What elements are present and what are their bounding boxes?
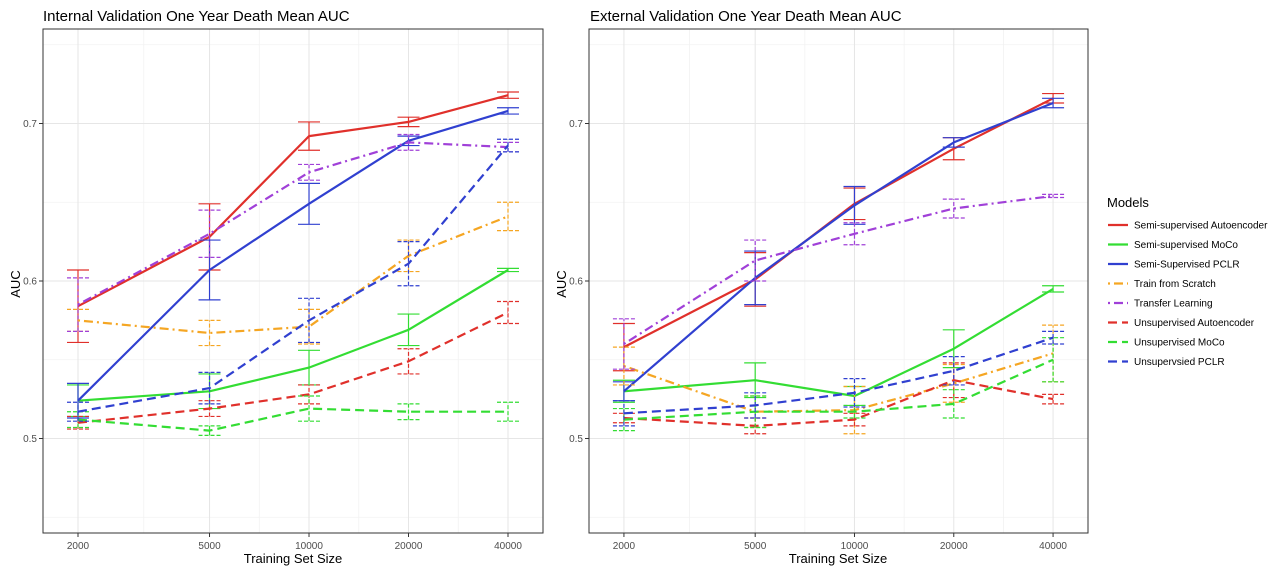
error-bar	[198, 319, 221, 347]
legend-label: Unsupervised MoCo	[1134, 338, 1225, 349]
legend-label: Semi-supervised Autoencoder	[1134, 221, 1268, 232]
error-bar	[1042, 193, 1065, 199]
error-bar	[198, 209, 221, 258]
legend-label: Unsupervsied PCLR	[1134, 357, 1225, 368]
series-unsupervsied-pclr	[612, 330, 1065, 427]
error-bar	[942, 362, 965, 399]
x-axis-label-internal: Training Set Size	[244, 551, 343, 566]
error-bar	[298, 395, 321, 422]
series-line	[77, 269, 509, 402]
x-tick-label: 5000	[198, 541, 221, 552]
legend-entry: Semi-supervised Autoencoder	[1108, 221, 1268, 232]
series-line	[77, 215, 509, 335]
series-line	[623, 194, 1054, 345]
error-bar	[298, 308, 321, 345]
legend-entry: Semi-Supervised PCLR	[1108, 260, 1240, 271]
error-bar	[1042, 393, 1065, 405]
y-tick-label: 0.7	[569, 119, 583, 130]
x-axis-label-external: Training Set Size	[789, 551, 888, 566]
legend-entry: Train from Scratch	[1108, 279, 1216, 290]
series-unsupervsied-pclr	[67, 138, 519, 422]
y-tick-label: 0.5	[569, 434, 583, 445]
panel-external: External Validation One Year Death Mean …	[554, 8, 1089, 566]
error-bar	[497, 300, 519, 325]
x-tick-label: 10000	[841, 541, 869, 552]
series-unsupervised-moco	[67, 395, 519, 436]
x-tick-label: 40000	[494, 541, 522, 552]
x-tick-label: 40000	[1039, 541, 1067, 552]
series-line	[77, 144, 509, 413]
error-bar	[397, 403, 420, 421]
error-bar	[298, 297, 321, 344]
error-bar	[942, 356, 965, 386]
x-tick-label: 20000	[940, 541, 968, 552]
legend-entry: Unsupervised Autoencoder	[1108, 318, 1255, 329]
series-line	[77, 94, 509, 308]
chart-title-external: External Validation One Year Death Mean …	[590, 8, 902, 25]
error-bar	[397, 241, 420, 287]
x-tick-label: 20000	[395, 541, 423, 552]
error-bar	[843, 222, 866, 246]
legend-entry: Unsupervised MoCo	[1108, 338, 1225, 349]
x-tick-label: 2000	[613, 541, 636, 552]
legend-label: Train from Scratch	[1134, 279, 1216, 290]
series-line	[623, 379, 1054, 427]
error-bar	[67, 277, 89, 332]
y-tick-label: 0.5	[23, 434, 37, 445]
y-tick-label: 0.7	[23, 119, 37, 130]
series-line	[623, 336, 1054, 415]
legend-entry: Semi-supervised MoCo	[1108, 240, 1238, 251]
panel-internal: Internal Validation One Year Death Mean …	[8, 8, 544, 566]
x-tick-label: 10000	[295, 541, 323, 552]
series-line	[77, 407, 508, 432]
y-axis-label-external: AUC	[554, 270, 569, 297]
legend-entry: Transfer Learning	[1108, 299, 1213, 310]
legend-entry: Unsupervsied PCLR	[1108, 357, 1225, 368]
series-line	[623, 358, 1054, 421]
error-bar	[497, 201, 519, 232]
chart-title-internal: Internal Validation One Year Death Mean …	[43, 8, 350, 25]
series-transfer-learning	[612, 193, 1065, 370]
y-axis-label-internal: AUC	[8, 270, 23, 297]
error-bar	[1042, 337, 1065, 383]
error-bar	[67, 401, 89, 422]
legend-label: Transfer Learning	[1134, 299, 1213, 310]
series-line	[77, 141, 509, 306]
error-bar	[942, 198, 965, 219]
series-line	[623, 101, 1054, 393]
legend-label: Unsupervised Autoencoder	[1134, 318, 1255, 329]
legend-title: Models	[1107, 195, 1149, 210]
series-line	[77, 109, 509, 402]
error-bar	[198, 425, 221, 436]
legend: Models Semi-supervised Autoencoder Semi-s…	[1107, 195, 1268, 368]
legend-label: Semi-supervised MoCo	[1134, 240, 1238, 251]
x-tick-label: 5000	[744, 541, 767, 552]
series-unsupervised-autoencoder	[67, 300, 519, 430]
x-tick-label: 2000	[67, 541, 90, 552]
error-bar	[497, 401, 519, 422]
y-tick-label: 0.6	[23, 277, 37, 288]
y-tick-label: 0.6	[569, 277, 583, 288]
series-line	[77, 311, 509, 424]
legend-label: Semi-Supervised PCLR	[1134, 260, 1240, 271]
series-train-from-scratch	[67, 201, 519, 347]
error-bar	[744, 239, 767, 282]
